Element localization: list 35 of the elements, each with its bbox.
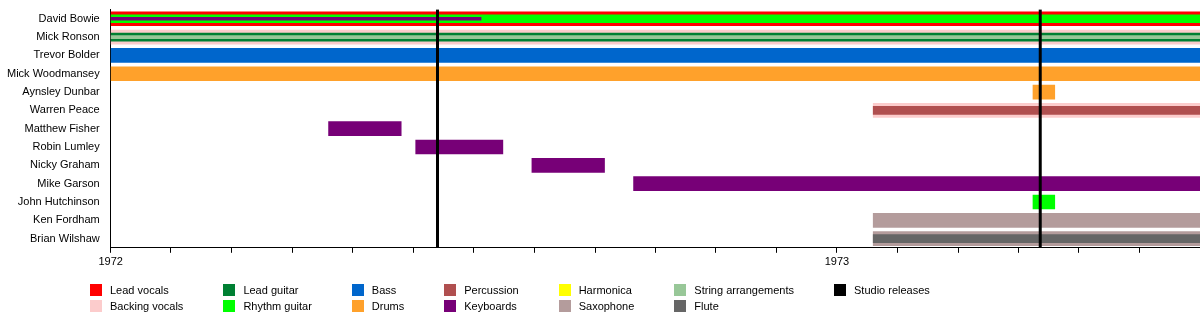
legend-label: String arrangements: [694, 284, 795, 296]
bar: [415, 139, 504, 155]
legend-label: Saxophone: [578, 300, 635, 312]
legend-label: Rhythm guitar: [243, 300, 312, 312]
bar: [110, 66, 1200, 82]
legend-label: Studio releases: [854, 284, 930, 296]
y-tick-label: Nicky Graham: [30, 158, 100, 171]
legend-label: Harmonica: [578, 284, 632, 296]
legend-label: Lead guitar: [243, 284, 299, 296]
y-tick-label: Brian Wilshaw: [30, 231, 100, 244]
legend-label: Drums: [371, 300, 405, 312]
legend-label: Keyboards: [464, 300, 517, 312]
y-tick-label: Aynsley Dunbar: [22, 85, 101, 98]
y-tick-label: Trevor Bolder: [33, 48, 101, 61]
legend-label: Backing vocals: [110, 300, 184, 312]
legend-label: Bass: [371, 284, 397, 296]
bar: [633, 176, 1200, 191]
y-tick-label: Mick Ronson: [36, 30, 100, 43]
legend-label: Lead vocals: [110, 284, 169, 296]
y-tick-label: Mick Woodmansey: [7, 66, 101, 79]
y-tick-label: Warren Peace: [29, 103, 100, 116]
x-tick-label: 1973: [824, 255, 850, 268]
y-tick-label: Mike Garson: [37, 176, 100, 189]
y-tick-label: Robin Lumley: [32, 140, 101, 153]
bar: [531, 158, 605, 173]
y-tick-label: Ken Fordham: [33, 213, 100, 226]
y-tick-label: John Hutchinson: [17, 195, 100, 208]
bar: [872, 212, 1200, 228]
y-tick-label: David Bowie: [38, 11, 100, 24]
bar: [110, 48, 1200, 63]
legend-label: Flute: [694, 300, 719, 312]
bar: [328, 121, 402, 137]
y-tick-label: Matthew Fisher: [24, 121, 101, 134]
x-tick-label: 1972: [98, 255, 123, 268]
legend-label: Percussion: [464, 284, 519, 296]
